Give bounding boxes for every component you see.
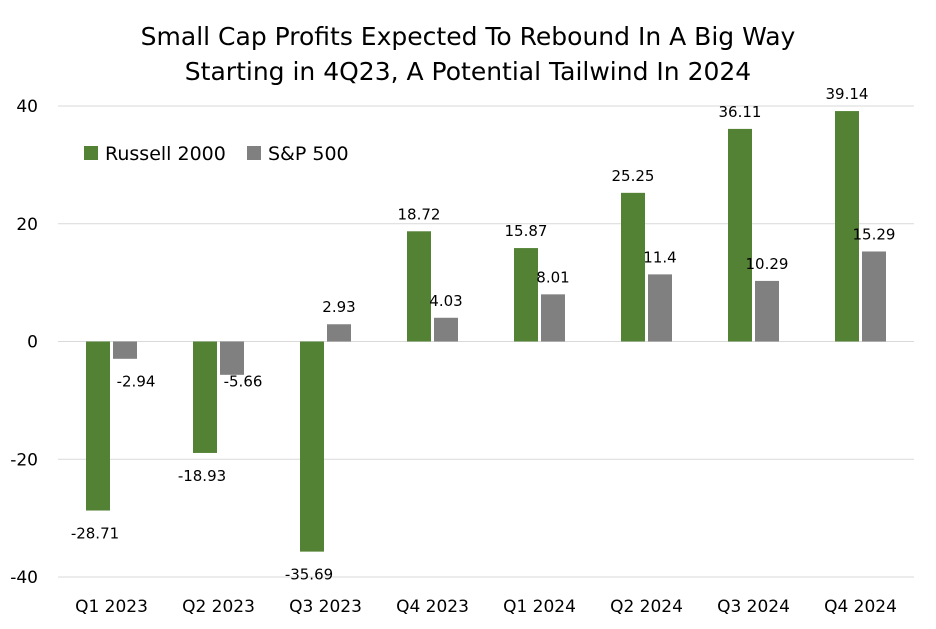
data-label: 2.93 xyxy=(322,298,355,316)
y-tick-label: -40 xyxy=(10,568,38,588)
bar-sp-500 xyxy=(327,324,351,342)
chart-subtitle: Starting in 4Q23, A Potential Tailwind I… xyxy=(185,57,751,86)
legend-label: Russell 2000 xyxy=(105,143,226,165)
data-label: 8.01 xyxy=(536,268,569,286)
bar-russell-2000 xyxy=(728,128,752,342)
data-label: 36.11 xyxy=(719,103,762,121)
x-tick-label: Q3 2024 xyxy=(717,597,790,617)
y-axis: -40 -20 0 20 40 xyxy=(10,97,38,588)
data-label: 18.72 xyxy=(398,205,441,223)
y-tick-label: 40 xyxy=(16,97,38,117)
bar-russell-2000 xyxy=(86,341,110,511)
data-label: -18.93 xyxy=(178,467,226,485)
data-label: 15.29 xyxy=(853,225,896,243)
data-label: 4.03 xyxy=(429,292,462,310)
x-axis: Q1 2023 Q2 2023 Q3 2023 Q4 2023 Q1 2024 Q2 20… xyxy=(75,597,897,617)
bar-sp-500 xyxy=(220,341,244,375)
y-tick-label: 0 xyxy=(27,333,38,353)
bar-sp-500 xyxy=(755,280,779,342)
x-tick-label: Q4 2023 xyxy=(396,597,469,617)
data-label: 15.87 xyxy=(505,222,548,240)
bar-russell-2000 xyxy=(407,231,431,342)
data-label: -35.69 xyxy=(285,566,333,584)
data-label: -5.66 xyxy=(224,373,263,391)
data-label: 11.4 xyxy=(643,248,676,266)
bar-sp-500 xyxy=(541,294,565,342)
data-label: 39.14 xyxy=(826,85,869,103)
bar-russell-2000 xyxy=(193,341,217,453)
legend-label: S&P 500 xyxy=(268,143,349,165)
chart-title: Small Cap Profits Expected To Rebound In… xyxy=(141,22,796,51)
y-tick-label: -20 xyxy=(10,450,38,470)
data-labels: -28.71 -2.94 -18.93 -5.66 -35.69 2.93 18.72 4.0… xyxy=(71,85,896,584)
bar-sp-500 xyxy=(648,274,672,342)
bar-russell-2000 xyxy=(300,341,324,552)
x-tick-label: Q2 2024 xyxy=(610,597,683,617)
bar-sp-500 xyxy=(862,251,886,342)
data-label: 10.29 xyxy=(746,255,789,273)
bars xyxy=(86,111,886,552)
bar-sp-500 xyxy=(113,341,137,359)
x-tick-label: Q1 2023 xyxy=(75,597,148,617)
x-tick-label: Q2 2023 xyxy=(182,597,255,617)
data-label: -28.71 xyxy=(71,525,119,543)
bar-russell-2000 xyxy=(621,192,645,342)
x-tick-label: Q1 2024 xyxy=(503,597,576,617)
data-label: 25.25 xyxy=(612,167,655,185)
x-tick-label: Q4 2024 xyxy=(824,597,897,617)
x-tick-label: Q3 2023 xyxy=(289,597,362,617)
gridlines xyxy=(58,105,914,578)
bar-sp-500 xyxy=(434,317,458,342)
y-tick-label: 20 xyxy=(16,215,38,235)
legend-swatch xyxy=(247,146,261,160)
data-label: -2.94 xyxy=(117,373,156,391)
legend: Russell 2000 S&P 500 xyxy=(84,143,349,165)
bar-russell-2000 xyxy=(514,248,538,342)
legend-swatch xyxy=(84,146,98,160)
bar-russell-2000 xyxy=(835,111,859,342)
